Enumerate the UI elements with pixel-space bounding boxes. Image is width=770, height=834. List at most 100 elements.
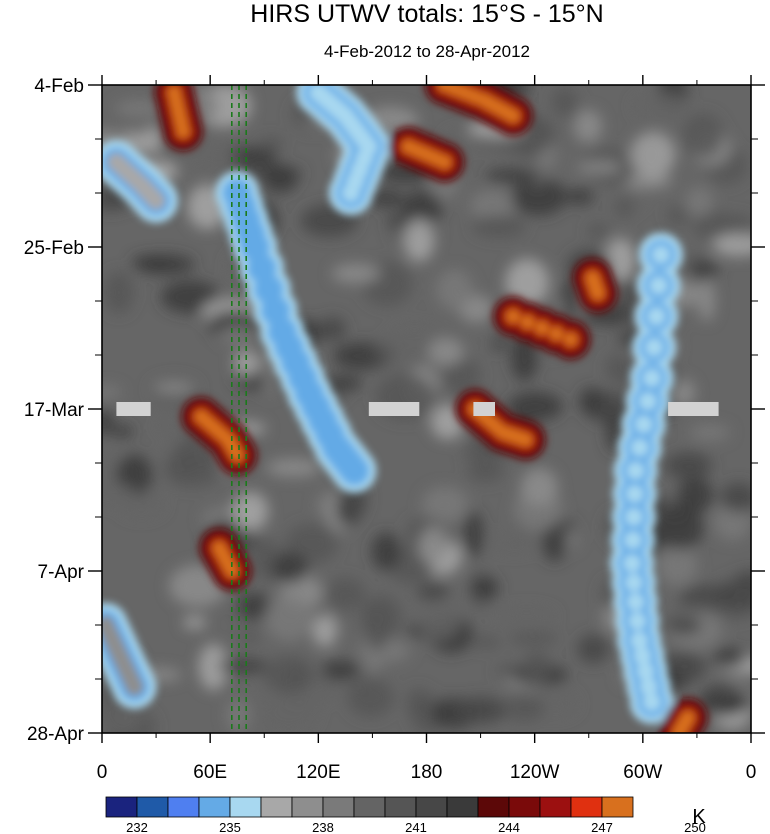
texture-blob <box>321 660 360 681</box>
x-tick-label: 60E <box>193 762 227 783</box>
x-tick-label: 60W <box>623 762 662 783</box>
feature-moist-blob <box>651 245 670 264</box>
feature-moist-blob <box>300 384 319 403</box>
texture-blob <box>471 636 501 649</box>
feature-moist-blob <box>259 280 278 299</box>
colorbar-swatch <box>105 796 138 818</box>
colorbar-swatch <box>291 796 324 818</box>
texture-blob <box>587 223 610 239</box>
feature-moist-blob <box>626 592 645 611</box>
texture-blob <box>421 486 469 523</box>
feature-moist-blob <box>642 369 661 388</box>
feature-moist-blob <box>638 392 657 411</box>
x-tick-label: 120W <box>510 762 560 783</box>
texture-blob <box>102 385 123 399</box>
feature-dry-blob <box>680 710 695 725</box>
texture-blob <box>198 643 228 691</box>
texture-blob <box>685 186 714 217</box>
colorbar-swatch <box>477 796 510 818</box>
feature-moist-blob <box>341 184 360 202</box>
texture-blob <box>218 325 257 345</box>
missing-data-bar <box>116 402 151 416</box>
texture-blob <box>436 269 473 311</box>
colorbar-label: 244 <box>498 820 520 834</box>
texture-blob <box>114 99 165 118</box>
texture-blob <box>324 577 366 611</box>
feature-dry-blob <box>534 321 549 335</box>
feature-moist-blob <box>293 369 312 388</box>
colorbar-swatch <box>229 796 262 818</box>
feature-moist-blob <box>286 353 305 372</box>
texture-blob <box>182 616 207 629</box>
texture-blob <box>697 279 716 322</box>
texture-blob <box>606 409 623 453</box>
feature-moist-blob <box>633 646 652 665</box>
feature-moist-blob <box>273 322 292 341</box>
texture-blob <box>497 607 556 626</box>
x-tick-label: 180 <box>411 762 443 783</box>
texture-blob <box>404 218 435 262</box>
texture-blob <box>347 678 394 718</box>
texture-blob <box>259 690 318 733</box>
colorbar-swatch <box>508 796 541 818</box>
texture-blob <box>232 491 269 531</box>
texture-blob <box>490 335 508 352</box>
feature-dry-blob <box>563 332 578 347</box>
texture-blob <box>160 280 220 314</box>
texture-blob <box>677 477 713 514</box>
texture-blob <box>574 109 603 143</box>
feature-dry-blob <box>506 309 520 324</box>
feature-moist-blob <box>623 531 642 550</box>
feature-dry-blob <box>437 155 452 170</box>
colorbar: 232235238241244247250253256K <box>105 796 706 834</box>
texture-blob <box>455 696 507 724</box>
texture-blob <box>505 258 550 307</box>
colorbar-label: 247 <box>591 820 613 834</box>
texture-blob <box>216 659 268 673</box>
colorbar-swatch <box>446 796 479 818</box>
feature-dry-blob <box>549 326 564 341</box>
texture-blob <box>366 606 388 653</box>
missing-data-bar <box>668 402 719 416</box>
feature-moist-blob <box>624 573 643 592</box>
y-tick-label: 17-Mar <box>24 400 85 421</box>
texture-blob <box>266 458 321 477</box>
texture-blob <box>713 503 751 541</box>
texture-blob <box>565 188 595 205</box>
feature-moist-blob <box>246 238 265 256</box>
texture-blob <box>735 570 751 589</box>
feature-moist-blob <box>634 415 653 434</box>
texture-blob <box>319 316 347 341</box>
texture-blob <box>511 178 567 216</box>
texture-blob <box>523 650 551 684</box>
texture-blob <box>509 631 558 645</box>
feature-moist-blob <box>125 677 144 696</box>
colorbar-swatch <box>353 796 386 818</box>
texture-blob <box>242 629 259 644</box>
texture-blob <box>614 197 634 218</box>
texture-blob <box>689 261 719 280</box>
y-tick-label: 28-Apr <box>27 724 85 745</box>
texture-blob <box>689 424 731 441</box>
y-tick-label: 4-Feb <box>34 76 84 97</box>
colorbar-swatch <box>260 796 293 818</box>
feature-moist-blob <box>147 191 166 210</box>
feature-dry-blob <box>518 432 533 447</box>
texture-blob <box>262 656 315 693</box>
missing-data-bar <box>368 402 420 416</box>
texture-blob <box>713 647 746 669</box>
feature-dry-blob <box>590 286 605 301</box>
feature-moist-blob <box>623 554 641 573</box>
feature-dry-blob <box>506 108 520 123</box>
colorbar-swatch <box>322 796 355 818</box>
texture-blob <box>469 190 514 221</box>
texture-blob <box>472 215 526 238</box>
feature-moist-blob <box>630 438 649 457</box>
texture-blob <box>197 147 237 175</box>
colorbar-swatch <box>136 796 169 818</box>
texture-blob <box>417 582 450 602</box>
texture-blob <box>503 696 545 722</box>
texture-blob <box>129 119 149 136</box>
texture-blob <box>620 173 673 190</box>
